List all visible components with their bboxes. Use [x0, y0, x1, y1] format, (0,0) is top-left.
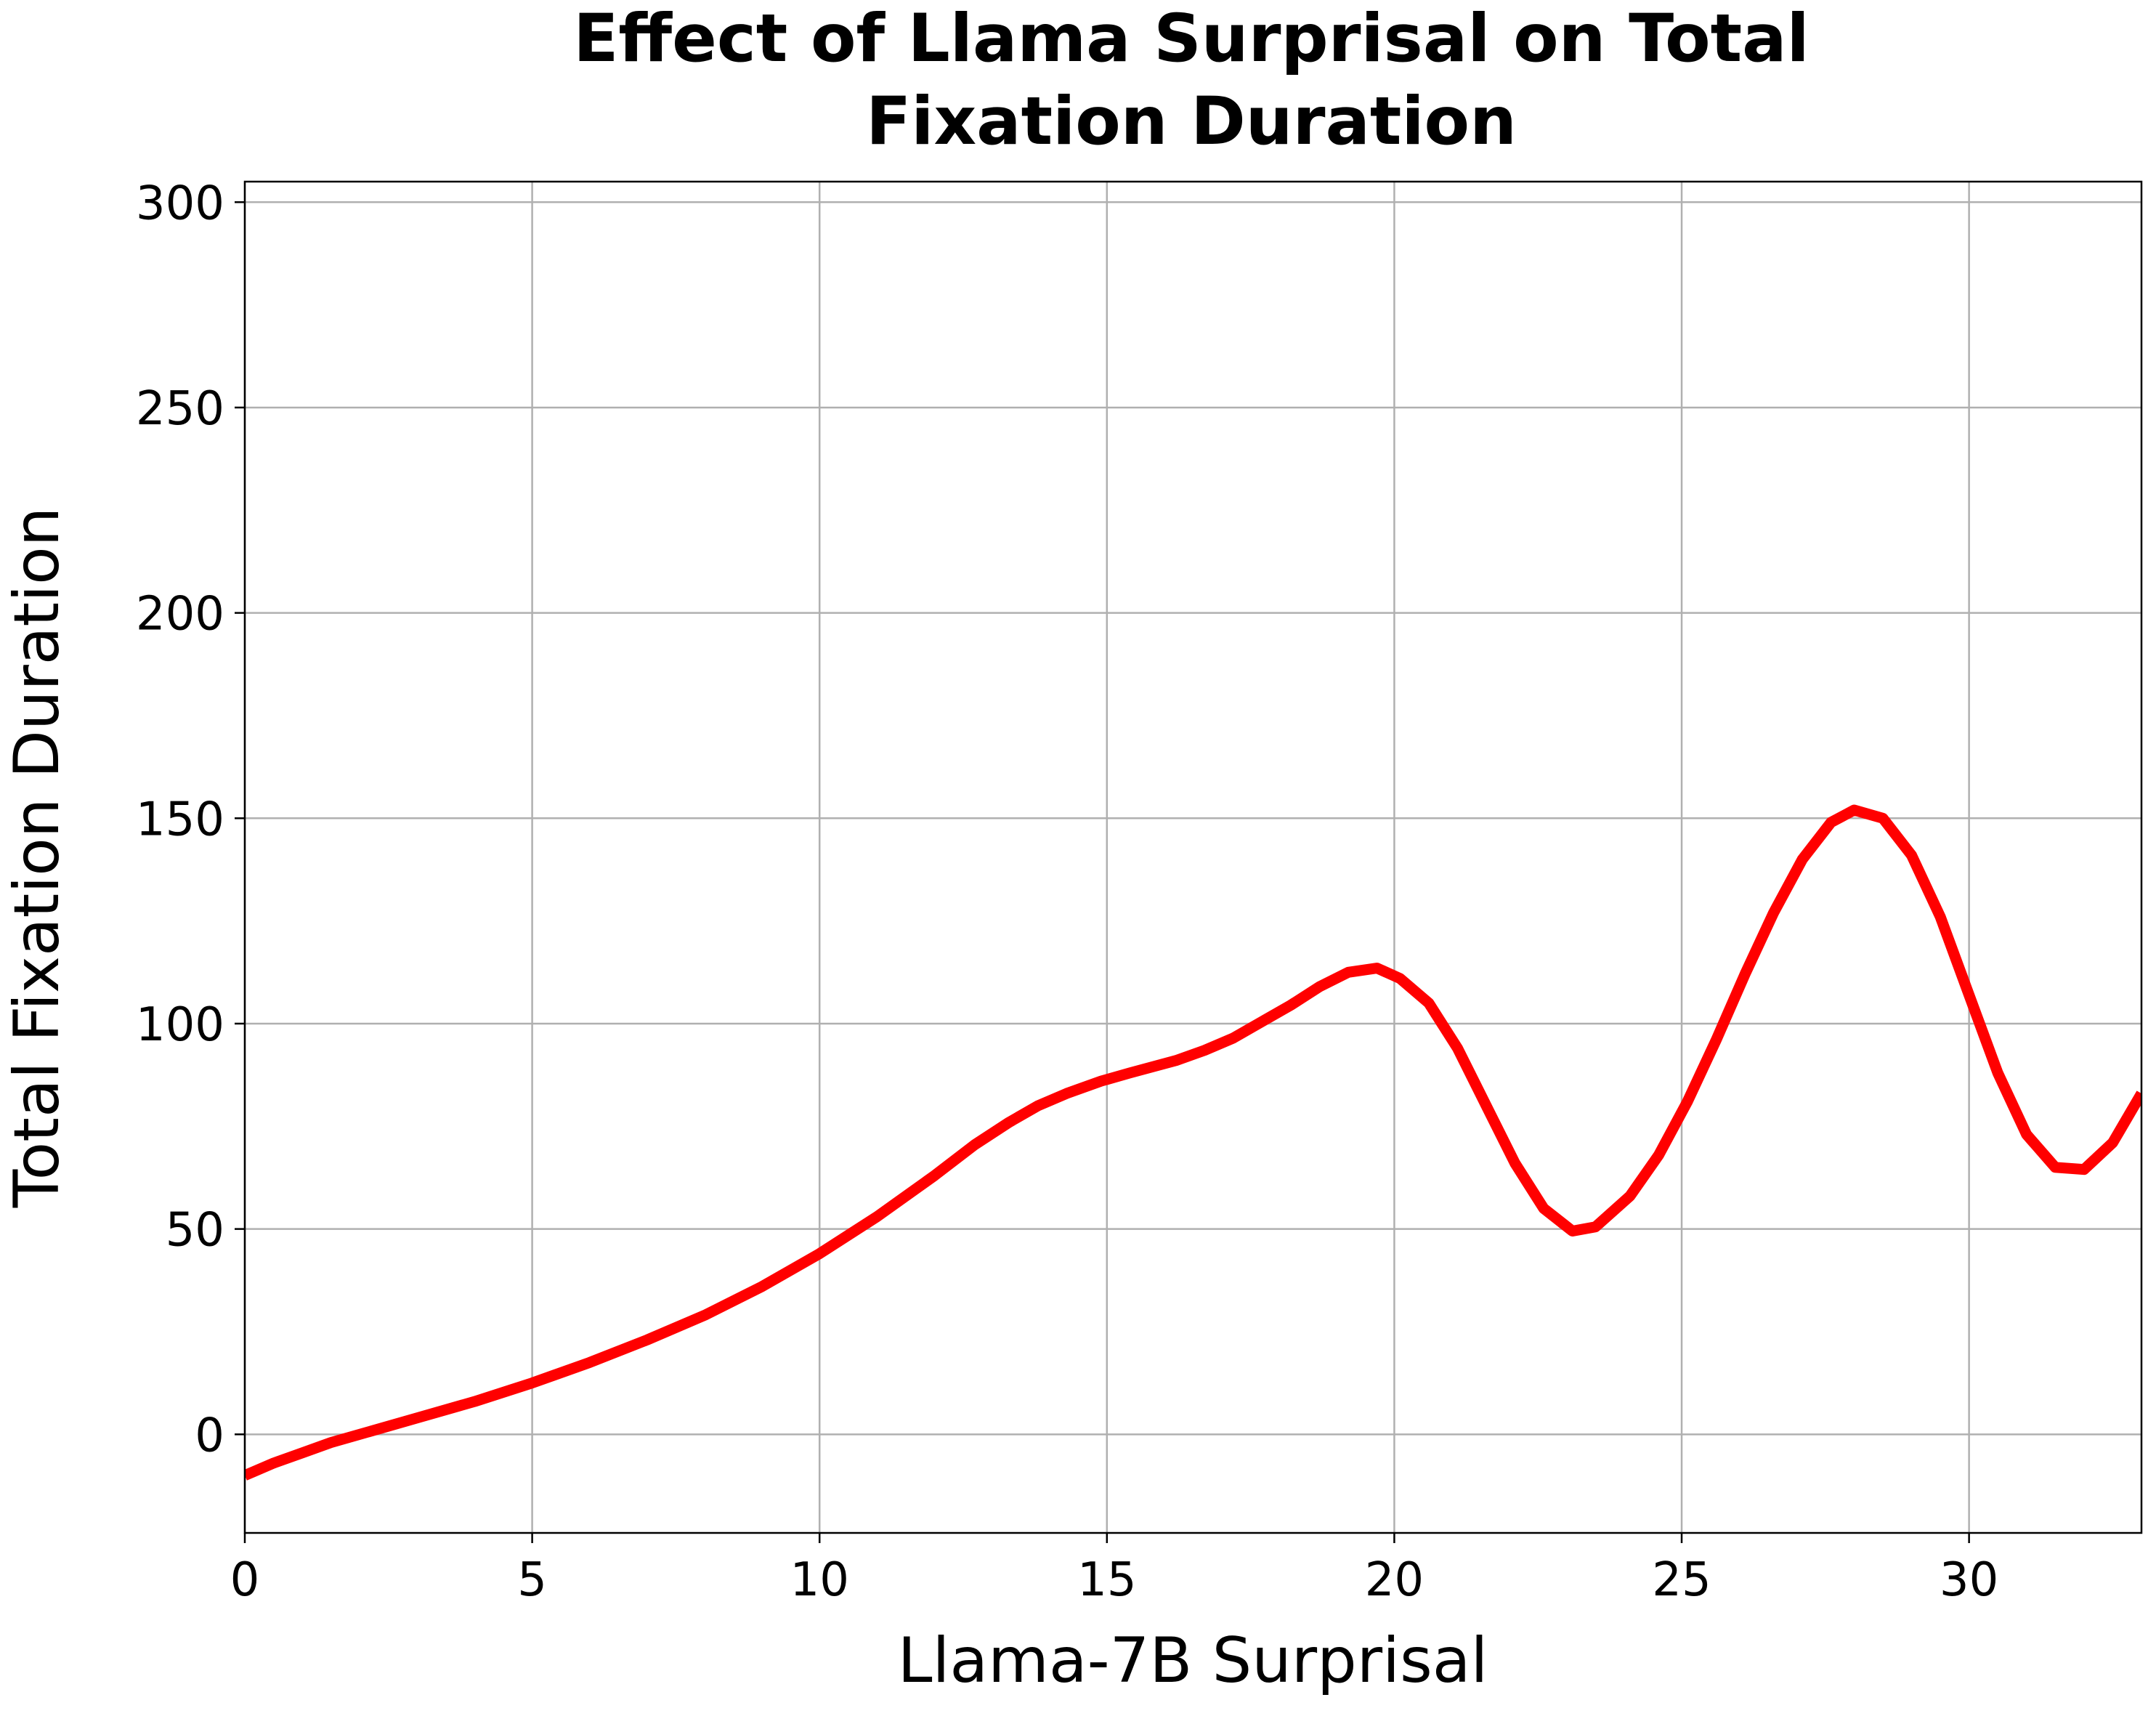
y-tick-label-50: 50: [166, 1204, 224, 1258]
chart-title-line-1: Effect of Llama Surprisal on Total: [573, 1, 1809, 77]
x-tick-label-10: 10: [790, 1553, 848, 1607]
y-axis-ticks: 0 50 100 150 200 250 300: [136, 177, 245, 1462]
y-axis-label: Total Fixation Duration: [1, 507, 73, 1208]
y-tick-label-200: 200: [136, 588, 224, 642]
grid-lines: [243, 182, 2141, 1533]
plot-frame: [243, 180, 2143, 1534]
x-tick-label-20: 20: [1365, 1553, 1424, 1607]
x-axis-ticks: 0 5 10 15 20 25 30: [230, 1533, 1998, 1607]
y-tick-label-250: 250: [136, 382, 224, 436]
x-axis-label: Llama-7B Surprisal: [898, 1624, 1488, 1697]
y-tick-label-150: 150: [136, 793, 224, 846]
series-layer: [245, 804, 2141, 1481]
x-tick-label-25: 25: [1652, 1553, 1711, 1607]
chart-title-line-2: Fixation Duration: [866, 84, 1517, 160]
x-tick-label-5: 5: [517, 1553, 547, 1607]
x-tick-label-30: 30: [1940, 1553, 1998, 1607]
x-tick-label-15: 15: [1077, 1553, 1136, 1607]
x-tick-label-0: 0: [230, 1553, 260, 1607]
y-tick-label-0: 0: [195, 1409, 224, 1462]
series-line-0: [245, 804, 2141, 1481]
y-tick-label-300: 300: [136, 177, 224, 230]
y-tick-label-100: 100: [136, 998, 224, 1052]
